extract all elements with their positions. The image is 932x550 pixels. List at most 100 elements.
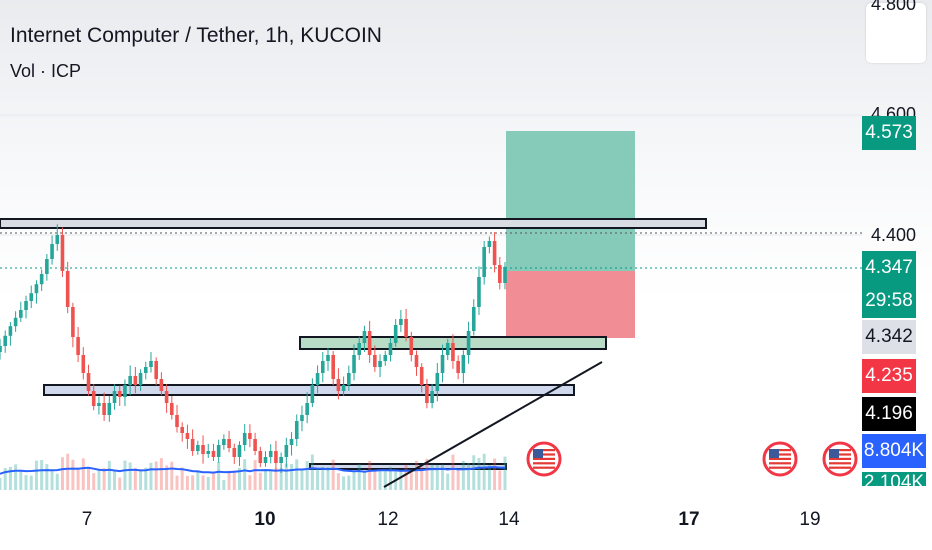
volume-bar: [399, 470, 403, 490]
candle-body: [81, 355, 86, 373]
volume-bar: [467, 463, 471, 490]
candle-body: [237, 445, 242, 457]
us-flag-icon[interactable]: [762, 441, 798, 477]
candle-body: [477, 277, 481, 307]
candle-body: [196, 445, 200, 451]
candle-body: [331, 355, 335, 379]
volume-bar: [180, 467, 184, 490]
us-flag-icon[interactable]: [822, 441, 858, 477]
volume-bar: [487, 465, 491, 490]
volume-bar: [170, 461, 174, 490]
volume-bar: [300, 470, 304, 490]
volume-bar: [113, 471, 117, 490]
volume-bar: [97, 470, 101, 490]
candle-body: [112, 391, 117, 403]
volume-bar: [404, 464, 408, 490]
range-zone[interactable]: [43, 384, 575, 396]
volume-bar: [498, 470, 502, 490]
volume-bar: [76, 467, 80, 490]
candle-body: [180, 427, 185, 433]
volume-bar: [383, 471, 387, 490]
base-zone[interactable]: [309, 463, 507, 470]
volume-bar: [14, 464, 18, 490]
volume-bar: [185, 475, 189, 490]
candle-body: [248, 433, 252, 439]
trendline[interactable]: [383, 361, 603, 488]
candle-body: [336, 379, 341, 391]
candle-body: [242, 433, 247, 445]
volume-bar: [81, 458, 85, 490]
candle-body: [347, 373, 351, 385]
candle-body: [50, 244, 54, 259]
candle-body: [357, 343, 362, 355]
level-price-badge: 4.196: [862, 397, 916, 431]
candle-body: [19, 310, 23, 318]
candle-body: [170, 403, 174, 415]
resistance-zone[interactable]: [0, 218, 707, 229]
volume-bar: [451, 454, 455, 490]
candle-body: [263, 457, 268, 463]
target-zone[interactable]: [506, 131, 635, 271]
date-tick: 12: [377, 509, 399, 530]
candle-body: [425, 385, 429, 403]
volume-bar: [321, 466, 325, 490]
stop-zone[interactable]: [506, 271, 635, 338]
volume-bar: [336, 473, 340, 490]
candle-body: [378, 361, 382, 367]
candle-body: [393, 325, 398, 343]
candle-body: [164, 391, 169, 403]
volume-ma-badge: 2.104K: [862, 472, 926, 486]
candle-body: [175, 415, 179, 427]
candle-body: [466, 331, 471, 355]
candle-body: [445, 343, 450, 355]
volume-bar: [144, 467, 148, 490]
volume-bar: [222, 479, 226, 490]
volume-bar: [71, 459, 75, 490]
candle-body: [133, 376, 138, 385]
candle-body: [300, 415, 304, 421]
candle-body: [367, 331, 372, 355]
candle-body: [388, 343, 393, 355]
volume-bar: [373, 469, 377, 490]
volume-bar: [24, 475, 28, 490]
candle-body: [117, 391, 122, 397]
candle-body: [503, 266, 507, 283]
volume-bar: [258, 472, 262, 490]
volume-bar: [149, 462, 153, 490]
volume-bar: [264, 469, 268, 490]
candle-body: [305, 403, 309, 415]
candle-body: [222, 439, 226, 445]
volume-ma-line: [0, 466, 505, 475]
candle-body: [71, 307, 75, 337]
volume-bar: [206, 476, 210, 490]
candle-body: [0, 346, 2, 352]
chart-settings-box[interactable]: [866, 3, 926, 63]
candle-body: [471, 307, 476, 331]
candle-body: [39, 274, 44, 285]
volume-bar: [154, 461, 158, 490]
candle-body: [383, 355, 388, 361]
volume-bar: [102, 468, 106, 490]
volume-bar: [50, 470, 54, 490]
candle-body: [352, 355, 356, 373]
volume-bar: [8, 466, 12, 490]
candle-body: [65, 271, 70, 307]
candle-body: [362, 331, 367, 343]
volume-bar: [3, 468, 7, 490]
volume-bar: [482, 453, 486, 490]
volume-bar: [430, 464, 434, 490]
volume-bar: [217, 461, 221, 490]
volume-bar: [456, 470, 460, 490]
candle-body: [404, 319, 408, 337]
volume-bar: [118, 477, 122, 490]
volume-bar: [357, 464, 361, 490]
volume-bar: [420, 466, 424, 490]
volume-bar: [284, 463, 288, 490]
prev-close-badge: 4.342: [862, 320, 916, 354]
volume-bar: [342, 476, 346, 490]
volume-bar: [107, 460, 111, 490]
volume-bar: [139, 469, 143, 490]
volume-bar: [92, 473, 96, 490]
us-flag-icon[interactable]: [526, 441, 562, 477]
